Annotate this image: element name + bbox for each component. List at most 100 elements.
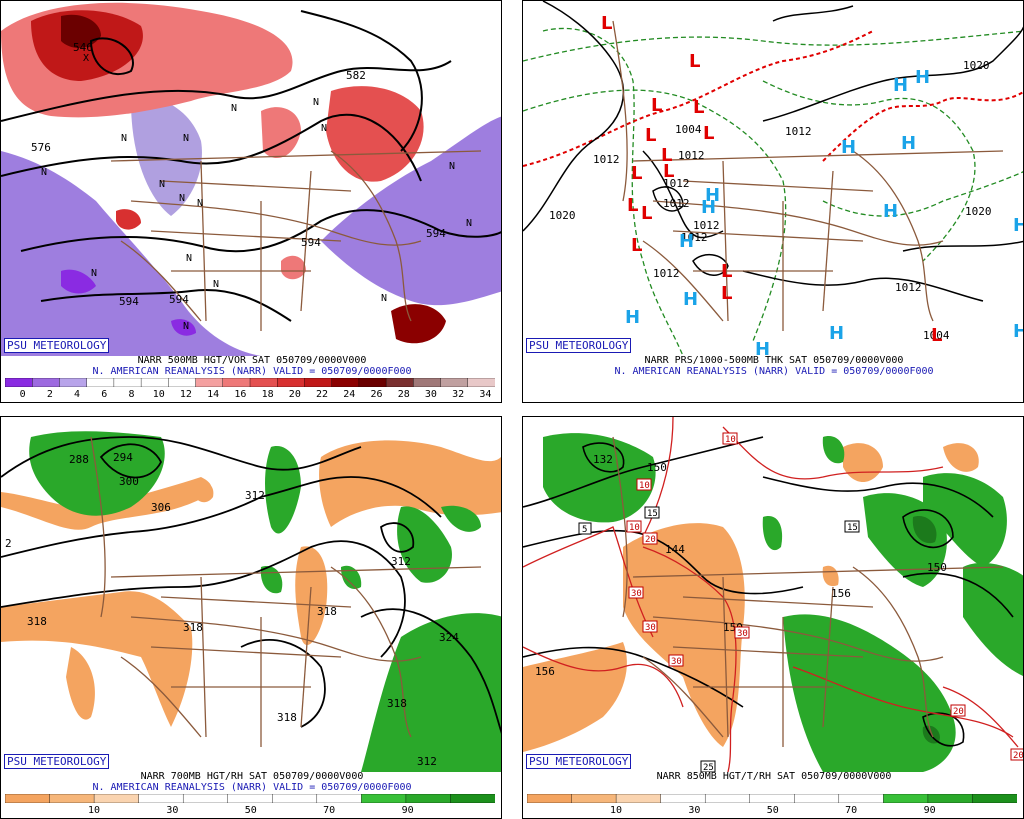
colorbar-swatch [59,378,88,387]
svg-text:30: 30 [631,589,642,599]
dry-air-areas [1,440,501,727]
svg-text:N: N [183,133,189,144]
chart-subcaption: N. AMERICAN REANALYSIS (NARR) VALID = 05… [92,782,412,793]
high-pressure-centers: H H H H H H H H H H H H H H [625,67,1024,356]
colorbar-swatch [195,378,224,387]
high-pressure-icon: H [841,137,856,158]
colorbar-tick-label: 90 [923,805,936,816]
colorbar-tick-label: 6 [101,389,108,400]
svg-text:1012: 1012 [693,219,720,232]
political-boundaries [110,150,482,331]
svg-text:1004: 1004 [923,329,950,342]
high-pressure-icon: H [625,307,640,328]
svg-text:144: 144 [665,543,685,556]
colorbar-swatch [277,378,306,387]
svg-text:N: N [313,97,319,108]
svg-text:10: 10 [629,523,640,533]
chart-subcaption: N. AMERICAN REANALYSIS (NARR) VALID = 05… [614,366,934,377]
chart-caption: NARR 850MB HGT/T/RH SAT 050709/0000V000 [656,771,892,782]
svg-text:N: N [183,321,189,332]
colorbar-swatch [450,794,495,803]
svg-text:N: N [466,218,472,229]
colorbar-tick-label: 12 [179,389,192,400]
svg-text:300: 300 [119,475,139,488]
colorbar-swatch [182,794,229,803]
colorbar-swatch [227,794,273,803]
high-pressure-icon: H [755,339,770,356]
chart-caption: NARR PRS/1000-500MB THK SAT 050709/0000V… [644,355,904,366]
svg-text:594: 594 [301,236,321,249]
low-pressure-icon: L [703,123,714,144]
colorbar-swatch [660,794,706,803]
colorbar-tick-label: 10 [609,805,623,816]
svg-text:N: N [41,167,47,178]
svg-text:N: N [186,253,192,264]
low-pressure-icon: L [721,261,732,282]
colorbar-swatch [86,378,115,387]
svg-text:1012: 1012 [663,197,690,210]
colorbar-swatch [272,794,318,803]
colorbar-tick-label: 20 [288,389,301,400]
svg-text:546: 546 [73,41,93,54]
colorbar-tick-label: 28 [397,389,410,400]
svg-text:N: N [321,123,327,134]
colorbar-swatch [405,794,452,803]
colorbar-swatch [304,378,333,387]
colorbar-tick-label: 22 [316,389,329,400]
colorbar-swatch [93,794,140,803]
svg-text:1012: 1012 [663,177,690,190]
colorbar-tick-label: 50 [244,805,257,816]
colorbar-swatch [361,794,407,803]
colorbar-swatch [249,378,278,387]
svg-text:318: 318 [183,621,203,634]
svg-text:20: 20 [953,707,964,717]
temperature-labels: 10 10 10 15 15 5 20 30 30 30 25 20 20 30 [578,432,1023,772]
vorticity-colorbar [5,378,495,387]
svg-text:1012: 1012 [653,267,680,280]
svg-text:1012: 1012 [678,149,705,162]
svg-text:N: N [121,133,127,144]
low-pressure-icon: L [627,195,638,216]
vorticity-positive-area [281,255,306,280]
svg-text:318: 318 [317,605,337,618]
chart-caption: NARR 700MB HGT/RH SAT 050709/0000V000 [140,771,364,782]
svg-text:1012: 1012 [681,231,708,244]
high-pressure-icon: H [883,201,898,222]
svg-text:306: 306 [151,501,171,514]
high-pressure-icon: H [1013,215,1024,236]
map-500mb: 546 582 576 594 594 594 594 N N N N N N … [1,1,501,356]
svg-text:1012: 1012 [593,153,620,166]
svg-text:1012: 1012 [785,125,812,138]
low-pressure-icon: L [645,125,656,146]
colorbar-tick-label: 26 [370,389,383,400]
isobar-labels: 1020 1012 1012 1012 1012 1012 1012 1020 … [549,59,992,342]
svg-text:30: 30 [737,629,748,639]
colorbar-swatch [5,378,33,387]
colorbar-tick-label: 34 [479,389,492,400]
svg-text:20: 20 [645,535,656,545]
svg-text:10: 10 [725,435,736,445]
svg-text:N: N [449,161,455,172]
colorbar-swatch [385,378,415,387]
colorbar-swatch [138,794,184,803]
svg-text:576: 576 [31,141,51,154]
chart-caption: NARR 500MB HGT/VOR SAT 050709/0000V000 [137,355,367,366]
low-pressure-icon: L [601,13,612,34]
svg-text:594: 594 [119,295,139,308]
svg-text:2: 2 [5,537,12,550]
svg-text:5: 5 [582,525,587,535]
low-pressure-icon: L [661,145,672,166]
panel-700mb-humidity: 288 294 300 306 312 318 318 318 318 324 … [0,416,502,819]
colorbar-tick-label: 30 [166,805,179,816]
colorbar-swatch [5,794,51,803]
svg-text:N: N [91,268,97,279]
psu-meteorology-tag: PSU METEOROLOGY [4,754,110,769]
svg-text:312: 312 [245,489,265,502]
psu-meteorology-tag: PSU METEOROLOGY [4,338,110,353]
colorbar-swatch [49,794,95,803]
colorbar-swatch [140,378,170,387]
vorticity-positive-area [116,209,141,230]
colorbar-tick-label: 32 [452,389,465,400]
svg-text:25: 25 [703,763,714,772]
colorbar-swatch [972,794,1017,803]
